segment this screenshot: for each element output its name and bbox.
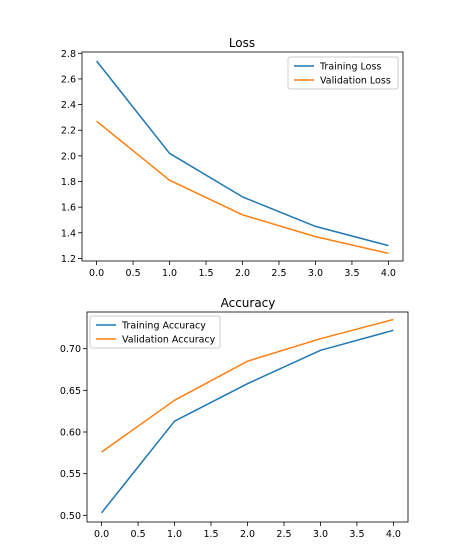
y-tick-label: 0.65	[60, 386, 81, 397]
axes-frame	[86, 311, 409, 523]
y-tick-label: 1.8	[61, 177, 76, 188]
y-tick-label: 2.0	[61, 151, 76, 162]
y-tick-label: 2.6	[61, 74, 76, 85]
x-tick-label: 1.0	[162, 268, 177, 279]
y-tick-label: 2.2	[61, 126, 76, 137]
y-tick-label: 1.4	[61, 228, 76, 239]
series-line	[96, 120, 389, 255]
legend-box	[287, 56, 399, 90]
y-tick-label: 2.8	[61, 49, 76, 60]
plot-lines	[96, 60, 389, 255]
accuracy-chart: Accuracy 0.50 0.55 0.60 0.65 0.70 0.0 0.5 1.0 1…	[60, 296, 409, 540]
legend-label: Training Loss	[319, 62, 381, 73]
x-tick-label: 3.0	[308, 268, 323, 279]
x-axis: 0.0 0.5 1.0 1.5 2.0 2.5 3.0 3.5 4.0	[89, 261, 396, 279]
y-tick-label: 0.50	[60, 511, 81, 522]
axes-frame	[81, 51, 404, 262]
series-line	[101, 329, 394, 514]
x-tick-label: 1.5	[203, 529, 218, 540]
legend-label: Training Accuracy	[121, 321, 206, 332]
x-axis: 0.0 0.5 1.0 1.5 2.0 2.5 3.0 3.5 4.0	[94, 522, 401, 540]
series-line	[96, 60, 389, 247]
x-tick-label: 0.5	[131, 529, 146, 540]
y-tick-label: 0.55	[60, 469, 81, 480]
legend-label: Validation Loss	[320, 76, 391, 87]
chart-title: Accuracy	[221, 296, 276, 310]
plot-lines	[101, 318, 394, 514]
x-tick-label: 2.0	[235, 268, 250, 279]
x-tick-label: 0.5	[126, 268, 141, 279]
x-tick-label: 2.5	[276, 529, 291, 540]
y-tick-label: 0.70	[60, 344, 81, 355]
chart-title: Loss	[229, 36, 255, 50]
x-tick-label: 4.0	[381, 268, 396, 279]
y-tick-label: 1.6	[61, 203, 76, 214]
x-tick-label: 1.5	[198, 268, 213, 279]
y-tick-label: 0.60	[60, 428, 81, 439]
y-axis: 0.50 0.55 0.60 0.65 0.70	[60, 344, 87, 522]
x-tick-label: 2.0	[240, 529, 255, 540]
x-tick-label: 3.5	[344, 268, 359, 279]
legend: Training Accuracy Validation Accuracy	[89, 315, 221, 349]
x-tick-label: 3.5	[349, 529, 364, 540]
series-line	[101, 318, 394, 453]
x-tick-label: 1.0	[167, 529, 182, 540]
x-tick-label: 2.5	[271, 268, 286, 279]
y-tick-label: 1.2	[61, 254, 76, 265]
y-tick-label: 2.4	[61, 100, 76, 111]
legend-box	[89, 315, 221, 349]
x-tick-label: 4.0	[386, 529, 401, 540]
legend: Training Loss Validation Loss	[287, 56, 399, 90]
x-tick-label: 0.0	[89, 268, 104, 279]
y-axis: 1.2 1.4 1.6 1.8 2.0 2.2 2.4 2.6 2.8	[61, 49, 82, 265]
x-tick-label: 3.0	[313, 529, 328, 540]
legend-label: Validation Accuracy	[122, 335, 216, 346]
x-tick-label: 0.0	[94, 529, 109, 540]
loss-chart: Loss 1.2 1.4 1.6 1.8 2.0 2.2 2.4 2.6 2.8 0.0 0.5 1…	[61, 36, 404, 279]
